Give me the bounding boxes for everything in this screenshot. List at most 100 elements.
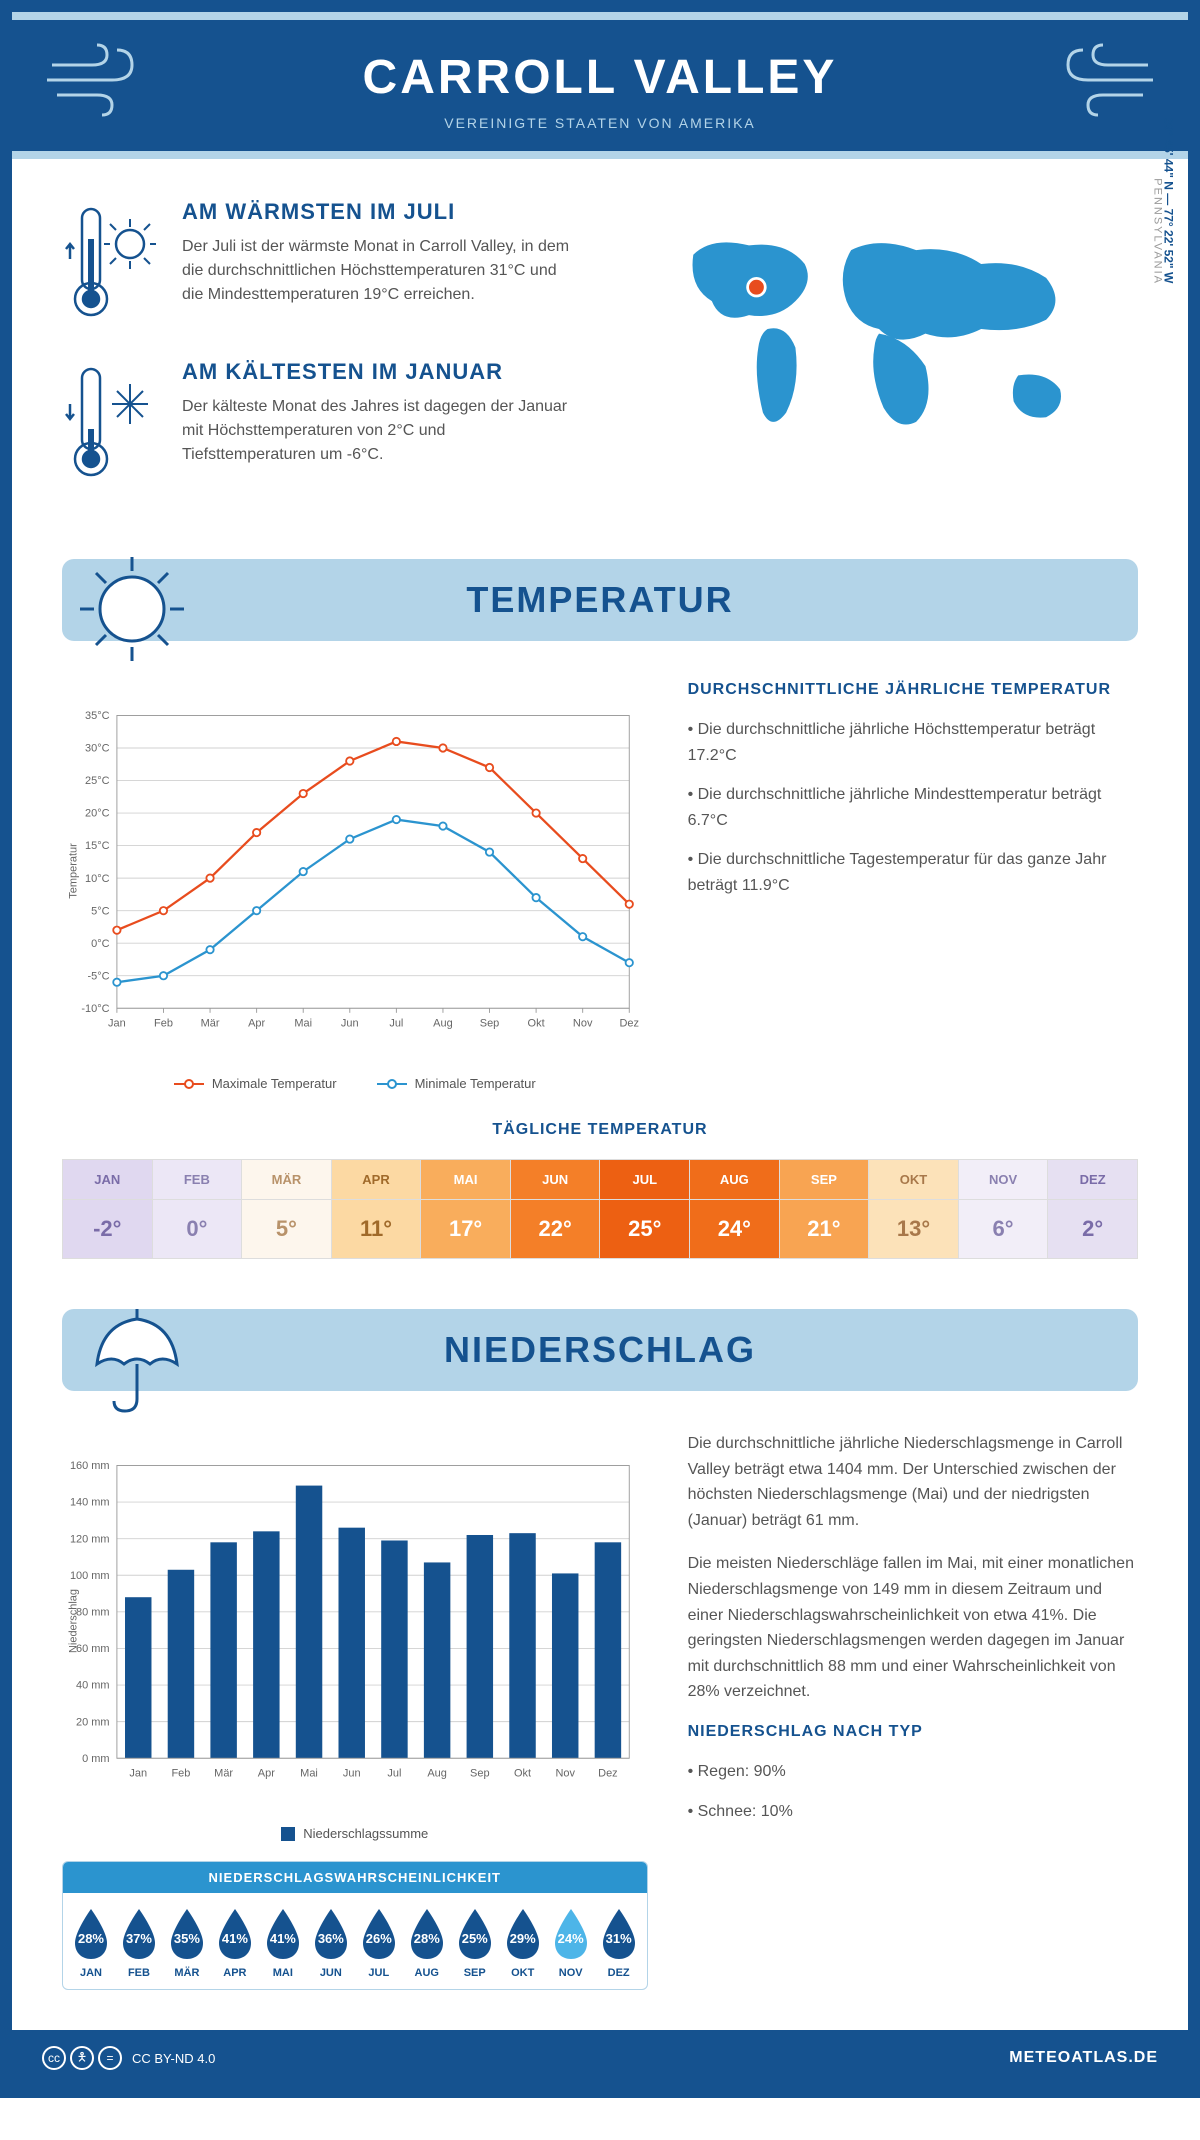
- daily-value: 17°: [421, 1200, 510, 1258]
- svg-text:160 mm: 160 mm: [70, 1460, 110, 1472]
- daily-value: -2°: [63, 1200, 152, 1258]
- prob-cell: 28%JAN: [67, 1907, 115, 1979]
- probability-box: NIEDERSCHLAGSWAHRSCHEINLICHKEIT 28%JAN37…: [62, 1861, 648, 1990]
- svg-text:Sep: Sep: [480, 1018, 500, 1030]
- coldest-text: Der kälteste Monat des Jahres ist dagege…: [182, 395, 580, 467]
- svg-text:120 mm: 120 mm: [70, 1533, 110, 1545]
- daily-month: AUG: [690, 1160, 779, 1200]
- svg-text:Jul: Jul: [389, 1018, 403, 1030]
- svg-text:Jul: Jul: [387, 1768, 401, 1780]
- footer: cc 🯅 = CC BY-ND 4.0 METEOATLAS.DE: [12, 2030, 1188, 2086]
- temp-legend: Maximale Temperatur Minimale Temperatur: [62, 1076, 648, 1091]
- svg-text:5°C: 5°C: [91, 905, 109, 917]
- daily-month: DEZ: [1048, 1160, 1137, 1200]
- daily-value: 0°: [153, 1200, 242, 1258]
- daily-month: MÄR: [242, 1160, 331, 1200]
- drop-icon: 28%: [405, 1907, 449, 1961]
- precipitation-row: 0 mm20 mm40 mm60 mm80 mm100 mm120 mm140 …: [62, 1431, 1138, 1990]
- svg-text:Aug: Aug: [427, 1768, 447, 1780]
- svg-text:Mär: Mär: [214, 1768, 233, 1780]
- temperature-title: TEMPERATUR: [92, 579, 1108, 621]
- svg-text:35°C: 35°C: [85, 710, 110, 722]
- svg-text:Dez: Dez: [620, 1018, 640, 1030]
- thermometer-cold-icon: [62, 359, 162, 489]
- daily-value: 24°: [690, 1200, 779, 1258]
- cc-icon: cc: [42, 2046, 66, 2070]
- daily-month: NOV: [959, 1160, 1048, 1200]
- svg-text:80 mm: 80 mm: [76, 1607, 110, 1619]
- daily-cell: APR11°: [332, 1160, 422, 1258]
- daily-cell: AUG24°: [690, 1160, 780, 1258]
- svg-text:Jun: Jun: [343, 1768, 361, 1780]
- state-label: PENNSYLVANIA: [1152, 178, 1164, 285]
- svg-text:15°C: 15°C: [85, 840, 110, 852]
- svg-text:Mär: Mär: [201, 1018, 220, 1030]
- temperature-row: -10°C-5°C0°C5°C10°C15°C20°C25°C30°C35°CT…: [62, 681, 1138, 1091]
- svg-text:Jan: Jan: [108, 1018, 126, 1030]
- daily-cell: MÄR5°: [242, 1160, 332, 1258]
- stats-title: DURCHSCHNITTLICHE JÄHRLICHE TEMPERATUR: [688, 681, 1138, 699]
- svg-text:60 mm: 60 mm: [76, 1643, 110, 1655]
- svg-text:Jan: Jan: [129, 1768, 147, 1780]
- umbrella-icon: [72, 1299, 192, 1419]
- svg-text:100 mm: 100 mm: [70, 1570, 110, 1582]
- license-text: CC BY-ND 4.0: [132, 2051, 215, 2066]
- prob-month: SEP: [451, 1967, 499, 1979]
- svg-text:Dez: Dez: [598, 1768, 618, 1780]
- daily-month: MAI: [421, 1160, 510, 1200]
- precip-para2: Die meisten Niederschläge fallen im Mai,…: [688, 1551, 1138, 1705]
- brand: METEOATLAS.DE: [1009, 2049, 1158, 2067]
- page: CARROLL VALLEY VEREINIGTE STAATEN VON AM…: [0, 0, 1200, 2098]
- svg-text:Aug: Aug: [433, 1018, 453, 1030]
- daily-cell: DEZ2°: [1048, 1160, 1137, 1258]
- warmest-title: AM WÄRMSTEN IM JULI: [182, 199, 580, 225]
- nd-icon: =: [98, 2046, 122, 2070]
- thermometer-hot-icon: [62, 199, 162, 329]
- daily-value: 2°: [1048, 1200, 1137, 1258]
- prob-month: DEZ: [595, 1967, 643, 1979]
- svg-text:-5°C: -5°C: [88, 970, 110, 982]
- drop-icon: 41%: [261, 1907, 305, 1961]
- svg-text:Sep: Sep: [470, 1768, 490, 1780]
- svg-text:Nov: Nov: [555, 1768, 575, 1780]
- svg-text:140 mm: 140 mm: [70, 1497, 110, 1509]
- svg-text:-10°C: -10°C: [81, 1003, 109, 1015]
- temperature-chart: -10°C-5°C0°C5°C10°C15°C20°C25°C30°C35°CT…: [62, 681, 648, 1061]
- daily-temperature-table: JAN-2°FEB0°MÄR5°APR11°MAI17°JUN22°JUL25°…: [62, 1159, 1138, 1259]
- daily-value: 25°: [600, 1200, 689, 1258]
- precip-type-title: NIEDERSCHLAG NACH TYP: [688, 1723, 1138, 1741]
- header-bottom-bar: [12, 151, 1188, 159]
- daily-value: 22°: [511, 1200, 600, 1258]
- svg-text:0 mm: 0 mm: [82, 1753, 109, 1765]
- header-top-bar: [12, 12, 1188, 20]
- daily-month: JUN: [511, 1160, 600, 1200]
- prob-cell: 28%AUG: [403, 1907, 451, 1979]
- daily-value: 13°: [869, 1200, 958, 1258]
- wind-icon: [1038, 40, 1158, 120]
- svg-text:20°C: 20°C: [85, 808, 110, 820]
- daily-value: 5°: [242, 1200, 331, 1258]
- prob-cell: 29%OKT: [499, 1907, 547, 1979]
- precip-legend: Niederschlagssumme: [62, 1826, 648, 1841]
- temp-bullet: • Die durchschnittliche jährliche Mindes…: [688, 782, 1138, 833]
- drop-icon: 37%: [117, 1907, 161, 1961]
- prob-month: JAN: [67, 1967, 115, 1979]
- legend-precip: Niederschlagssumme: [303, 1826, 428, 1841]
- drop-icon: 36%: [309, 1907, 353, 1961]
- prob-month: MAI: [259, 1967, 307, 1979]
- prob-cell: 24%NOV: [547, 1907, 595, 1979]
- svg-text:Nov: Nov: [573, 1018, 593, 1030]
- daily-month: FEB: [153, 1160, 242, 1200]
- prob-cell: 36%JUN: [307, 1907, 355, 1979]
- svg-text:Jun: Jun: [341, 1018, 359, 1030]
- daily-cell: FEB0°: [153, 1160, 243, 1258]
- prob-cell: 26%JUL: [355, 1907, 403, 1979]
- precipitation-title: NIEDERSCHLAG: [92, 1329, 1108, 1371]
- daily-cell: JUN22°: [511, 1160, 601, 1258]
- svg-text:40 mm: 40 mm: [76, 1680, 110, 1692]
- daily-month: APR: [332, 1160, 421, 1200]
- prob-month: APR: [211, 1967, 259, 1979]
- prob-month: NOV: [547, 1967, 595, 1979]
- daily-cell: JUL25°: [600, 1160, 690, 1258]
- page-subtitle: VEREINIGTE STAATEN VON AMERIKA: [32, 115, 1168, 131]
